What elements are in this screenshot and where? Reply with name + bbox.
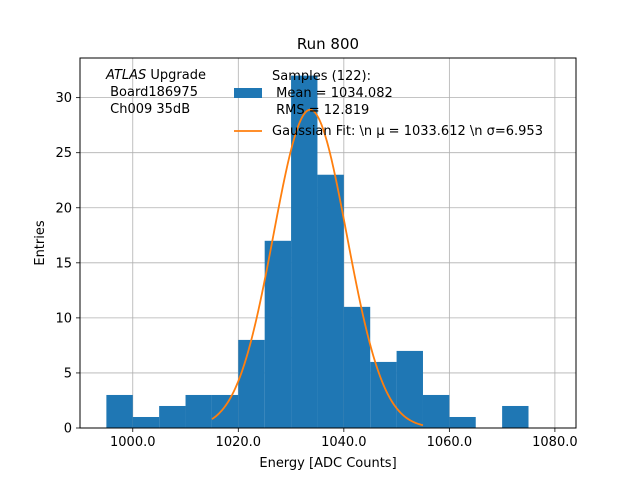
histogram-bar bbox=[396, 350, 423, 428]
histogram-bar bbox=[211, 394, 239, 428]
histogram-bar bbox=[317, 174, 344, 428]
x-tick-label: 1000.0 bbox=[110, 435, 156, 450]
histogram-bar bbox=[185, 394, 212, 428]
histogram-bar bbox=[264, 240, 292, 428]
x-tick-label: 1040.0 bbox=[321, 435, 367, 450]
legend: Samples (122): Mean = 1034.082 RMS = 12.… bbox=[234, 69, 543, 139]
x-axis-ticks: 1000.0 1020.0 1040.0 1060.0 1080.0 bbox=[110, 428, 578, 450]
histogram-bar bbox=[422, 394, 450, 428]
histogram-bar bbox=[449, 416, 476, 428]
chart-title: Run 800 bbox=[297, 35, 359, 53]
histogram-bar bbox=[370, 361, 397, 428]
y-tick-label: 25 bbox=[55, 146, 72, 161]
y-tick-label: 20 bbox=[55, 201, 72, 216]
board-label: Board186975 bbox=[106, 85, 198, 100]
gaussian-fit-curve bbox=[211, 108, 424, 427]
y-tick-label: 0 bbox=[64, 422, 72, 437]
y-tick-label: 10 bbox=[55, 311, 72, 326]
legend-rms: RMS = 12.819 bbox=[272, 103, 369, 118]
y-tick-label: 30 bbox=[55, 91, 72, 106]
legend-hist-swatch bbox=[234, 88, 262, 98]
x-axis-label: Energy [ADC Counts] bbox=[259, 456, 396, 471]
histogram-bar bbox=[132, 416, 160, 428]
channel-label: Ch009 35dB bbox=[106, 102, 190, 117]
x-tick-label: 1060.0 bbox=[427, 435, 473, 450]
legend-mean: Mean = 1034.082 bbox=[272, 86, 393, 101]
plot-frame bbox=[79, 57, 577, 429]
histogram-bar bbox=[343, 306, 371, 428]
atlas-annotation: ATLAS Upgrade Board186975 Ch009 35dB bbox=[105, 68, 206, 117]
legend-fit-label: Gaussian Fit: \n μ = 1033.612 \n σ=6.953 bbox=[272, 124, 543, 139]
y-tick-label: 15 bbox=[55, 256, 72, 271]
svg-text:ATLAS Upgrade: ATLAS Upgrade bbox=[105, 68, 206, 83]
histogram-bars bbox=[106, 75, 529, 428]
y-axis-ticks: 0 5 10 15 20 25 30 bbox=[55, 91, 80, 437]
histogram-bar bbox=[238, 339, 265, 428]
x-tick-label: 1080.0 bbox=[532, 435, 578, 450]
x-tick-label: 1020.0 bbox=[216, 435, 262, 450]
y-axis-label: Entries bbox=[33, 220, 48, 266]
atlas-label: ATLAS bbox=[105, 68, 146, 83]
upgrade-label: Upgrade bbox=[146, 68, 206, 83]
histogram-bar bbox=[106, 394, 133, 428]
histogram-bar bbox=[502, 405, 529, 428]
legend-samples: Samples (122): bbox=[272, 69, 371, 84]
y-tick-label: 5 bbox=[64, 366, 72, 381]
histogram-bar bbox=[159, 405, 186, 428]
